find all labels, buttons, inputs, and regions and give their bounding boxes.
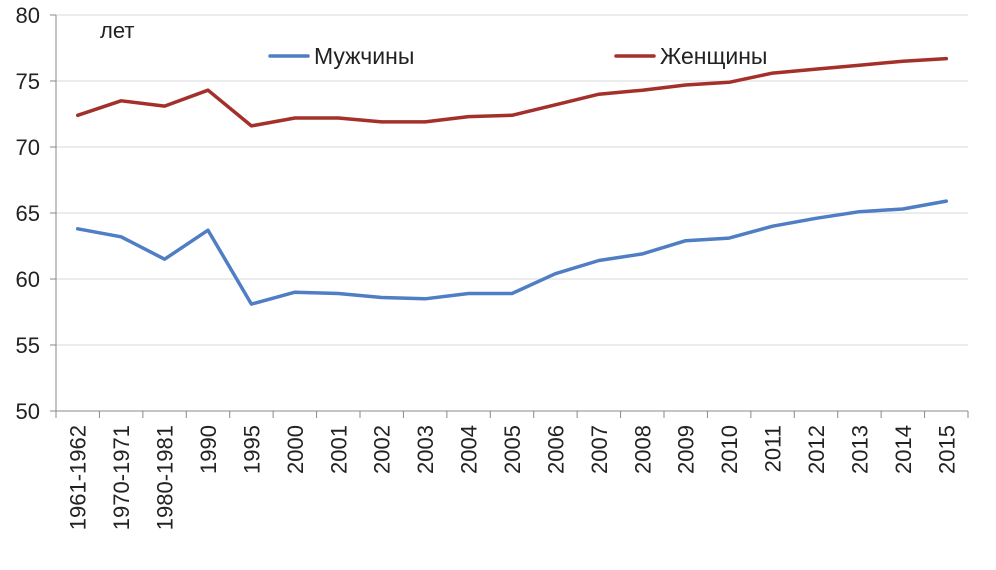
x-tick-labels: 1961-1962 1970-1971 1980-1981 1990 1995 2000 2… [66, 425, 960, 530]
x-tick-label: 2002 [370, 425, 395, 474]
x-tick-label: 1970-1971 [109, 425, 134, 530]
y-tick-label: 55 [16, 333, 40, 358]
x-tick-label: 2009 [674, 425, 699, 474]
series-line-0 [75, 199, 949, 306]
y-tick-label: 65 [16, 201, 40, 226]
legend-label: Мужчины [314, 43, 414, 69]
x-tick-label: 1961-1962 [66, 425, 91, 530]
x-tick-label: 2007 [587, 425, 612, 474]
gridlines [56, 14, 968, 346]
x-tick-label: 2003 [413, 425, 438, 474]
x-tick-label: 1995 [239, 425, 264, 474]
x-tick-label: 2006 [543, 425, 568, 474]
legend-label: Женщины [660, 43, 767, 69]
x-tick-label: 2010 [717, 425, 742, 474]
x-tick-label: 2015 [934, 425, 959, 474]
y-tick-label: 70 [16, 135, 40, 160]
y-tick-label: 75 [16, 69, 40, 94]
legend: Мужчины Женщины [268, 43, 767, 69]
x-tick-label: 2014 [891, 425, 916, 474]
y-tick-label: 50 [16, 399, 40, 424]
series-lines [75, 56, 949, 306]
x-tick-label: 2013 [847, 425, 872, 474]
x-tick-label: 2008 [630, 425, 655, 474]
y-unit-label: лет [100, 18, 134, 43]
x-tick-label: 2011 [761, 425, 786, 472]
x-tick-label: 1980-1981 [153, 425, 178, 530]
y-tick-label: 60 [16, 267, 40, 292]
x-tick-label: 1990 [196, 425, 221, 474]
series-line-1 [75, 56, 949, 128]
x-tick-label: 2005 [500, 425, 525, 474]
y-tick-label: 80 [16, 3, 40, 28]
axes [50, 14, 969, 418]
x-tick-label: 2012 [804, 425, 829, 474]
x-tick-label: 2001 [326, 425, 351, 474]
y-tick-labels: 50 55 60 65 70 75 80 [16, 3, 40, 424]
x-tick-label: 2000 [283, 425, 308, 474]
x-tick-label: 2004 [457, 425, 482, 474]
